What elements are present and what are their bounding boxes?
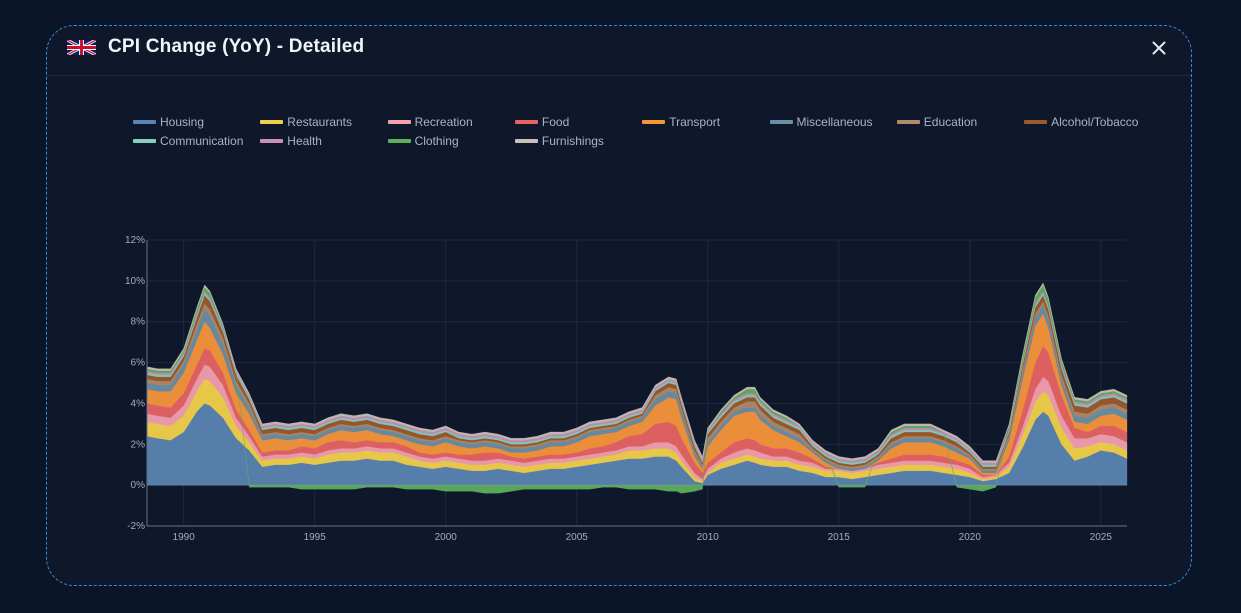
modal-title: CPI Change (YoY) - Detailed bbox=[108, 36, 365, 57]
legend-item-miscellaneous[interactable]: Miscellaneous bbox=[769, 114, 873, 130]
legend-swatch bbox=[133, 139, 156, 143]
legend-swatch bbox=[387, 120, 411, 124]
x-tick-label: 1990 bbox=[173, 532, 196, 543]
legend-swatch bbox=[260, 120, 284, 124]
legend-label: Transport bbox=[669, 115, 721, 129]
area-furnishings[interactable] bbox=[146, 282, 1128, 463]
x-tick-label: 1995 bbox=[304, 532, 327, 543]
close-icon[interactable] bbox=[1147, 36, 1171, 60]
y-tick-label: 4% bbox=[131, 398, 146, 409]
legend-item-communication[interactable]: Communication bbox=[133, 133, 243, 149]
legend-swatch bbox=[133, 120, 156, 124]
legend-item-clothing[interactable]: Clothing bbox=[387, 133, 459, 149]
legend-label: Clothing bbox=[414, 134, 459, 148]
legend-swatch bbox=[514, 139, 538, 143]
y-tick-label: 0% bbox=[131, 480, 146, 491]
legend-item-furnishings[interactable]: Furnishings bbox=[514, 133, 604, 149]
legend-item-recreation[interactable]: Recreation bbox=[387, 114, 473, 130]
legend-swatch bbox=[896, 120, 920, 124]
y-tick-label: -2% bbox=[127, 521, 145, 532]
legend-item-transport[interactable]: Transport bbox=[642, 114, 720, 130]
legend-swatch bbox=[769, 120, 793, 124]
legend-label: Furnishings bbox=[541, 134, 604, 148]
cpi-detail-modal: CPI Change (YoY) - Detailed Housing Resta… bbox=[46, 25, 1192, 586]
y-tick-label: 10% bbox=[125, 276, 145, 287]
legend-swatch bbox=[514, 120, 538, 124]
legend-item-education[interactable]: Education bbox=[896, 114, 978, 130]
chart-areas bbox=[146, 282, 1128, 494]
x-tick-label: 2010 bbox=[697, 532, 720, 543]
y-tick-label: 12% bbox=[125, 235, 145, 246]
legend-item-restaurants[interactable]: Restaurants bbox=[260, 114, 352, 130]
modal-header: CPI Change (YoY) - Detailed bbox=[47, 26, 1191, 76]
legend-label: Recreation bbox=[414, 115, 473, 129]
stacked-area-chart: 12% 10% 8% 6% 4% 2% 0% -2% 1990 1995 2000 2005 2010 2… bbox=[125, 235, 1128, 543]
uk-flag-icon bbox=[67, 40, 96, 55]
legend-swatch bbox=[1024, 120, 1048, 124]
legend-label: Miscellaneous bbox=[796, 115, 873, 129]
legend-item-housing[interactable]: Housing bbox=[133, 114, 204, 130]
legend-label: Alcohol/Tobacco bbox=[1051, 115, 1139, 129]
y-tick-label: 8% bbox=[131, 317, 146, 328]
y-tick-label: 6% bbox=[131, 358, 146, 369]
y-tick-label: 2% bbox=[131, 439, 146, 450]
legend-swatch bbox=[642, 120, 666, 124]
legend-label: Food bbox=[541, 115, 570, 129]
legend-swatch bbox=[260, 139, 284, 143]
legend-label: Education bbox=[923, 115, 978, 129]
x-tick-label: 2020 bbox=[959, 532, 982, 543]
legend-label: Communication bbox=[160, 134, 244, 148]
legend-item-alcohol-tobacco[interactable]: Alcohol/Tobacco bbox=[1024, 114, 1138, 130]
x-tick-label: 2025 bbox=[1090, 532, 1113, 543]
x-tick-label: 2000 bbox=[435, 532, 458, 543]
legend-label: Restaurants bbox=[287, 115, 352, 129]
legend-label: Housing bbox=[160, 115, 205, 129]
x-tick-label: 2005 bbox=[566, 532, 589, 543]
legend-item-food[interactable]: Food bbox=[514, 114, 570, 130]
legend-swatch bbox=[387, 139, 411, 143]
x-tick-label: 2015 bbox=[828, 532, 851, 543]
legend-item-health[interactable]: Health bbox=[260, 133, 322, 149]
chart-axes: 12% 10% 8% 6% 4% 2% 0% -2% 1990 1995 2000 2005 2010 2… bbox=[125, 235, 1127, 543]
legend-label: Health bbox=[287, 134, 322, 148]
